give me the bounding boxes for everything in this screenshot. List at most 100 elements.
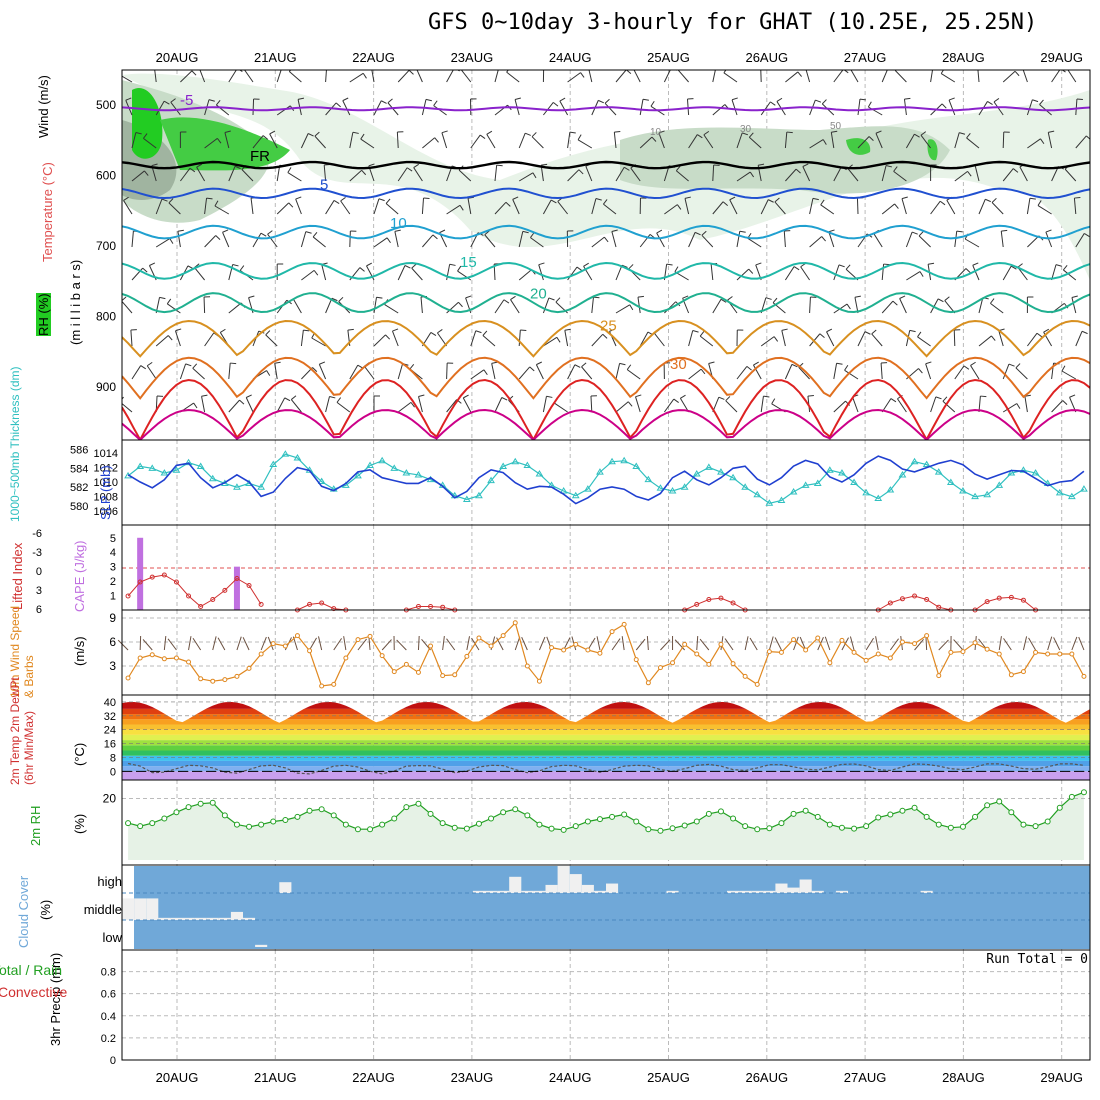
wind-barb <box>180 167 191 182</box>
wind-barb <box>833 264 840 281</box>
wind-barb <box>736 268 750 281</box>
wind-barb-flag <box>439 229 446 234</box>
wind-barb-flag <box>1001 229 1008 232</box>
wind-barb <box>510 299 520 314</box>
wind10-barb <box>212 636 217 651</box>
wind-barb-flag <box>602 333 608 339</box>
wind-barb-flag <box>805 65 811 67</box>
wind-barb-flag <box>491 361 498 364</box>
precip-tick: 0.6 <box>101 989 116 1001</box>
wind-barb <box>998 330 1004 347</box>
wind-barb-flag <box>151 163 158 167</box>
wind-barb-flag <box>967 171 972 177</box>
wind-barb-flag <box>541 163 548 166</box>
cloud-bar <box>255 944 268 947</box>
wind-barb <box>917 336 931 347</box>
isotherm-line <box>122 261 1090 280</box>
wind-barb <box>654 333 665 347</box>
precip-tick: 0.8 <box>101 967 116 979</box>
wind-barb <box>833 400 846 413</box>
wind-barb <box>391 330 399 347</box>
wind10-barb <box>167 638 177 651</box>
wind10-point <box>778 649 784 655</box>
wind-barb <box>486 134 496 149</box>
rh2m-point <box>996 798 1003 805</box>
date-tick-top: 20AUG <box>156 50 199 65</box>
cloud-bar <box>727 890 740 893</box>
temp-tick: 24 <box>104 725 116 737</box>
wind10-barb <box>749 637 758 651</box>
wind-barb <box>460 70 472 83</box>
wind-barb <box>736 366 748 380</box>
thickness-point <box>801 481 810 488</box>
wind10-point <box>633 657 639 663</box>
wind-barb <box>784 132 788 149</box>
wind-barb-flag <box>232 263 239 267</box>
rh2m-point <box>584 818 591 825</box>
lifted-point <box>984 599 990 605</box>
wind10-barb <box>925 635 928 651</box>
wind-barb <box>881 203 895 215</box>
cape-bar <box>233 566 240 610</box>
wind-barb-flag <box>319 361 326 365</box>
wind-barb <box>228 70 237 83</box>
wind-barb-flag <box>361 169 367 176</box>
wind-barb <box>179 363 187 380</box>
rh2m-point <box>935 821 942 828</box>
wind-barb <box>577 139 593 149</box>
wind10-barb <box>318 636 323 651</box>
wind-barb <box>441 132 448 149</box>
wind-barb <box>852 396 859 413</box>
wind-barb <box>373 100 382 116</box>
wind-barb <box>458 169 472 182</box>
wind-barb-flag <box>458 301 463 308</box>
lifted-point <box>161 572 167 578</box>
rh2m-point <box>621 811 628 818</box>
wind-barb <box>893 170 907 182</box>
thickness-tick: 582 <box>70 482 88 494</box>
rh-shade-region <box>160 117 290 171</box>
temp-bands <box>122 701 1090 780</box>
wind-barb <box>1073 198 1077 215</box>
thickness-slp-panel <box>124 450 1088 506</box>
wind-barb <box>688 134 698 149</box>
wind10-point <box>488 643 494 649</box>
slp-tick: 1010 <box>94 477 118 489</box>
wind10-point <box>899 639 905 645</box>
wind-barb-flag <box>503 299 510 304</box>
date-tick-top: 21AUG <box>254 50 297 65</box>
wind10-point <box>924 633 930 639</box>
wind10-point <box>657 665 663 671</box>
wind-barb-flag <box>501 397 508 401</box>
wind-barb <box>300 231 307 248</box>
isotherm-line <box>122 187 1090 200</box>
wind-barb-flag <box>352 131 359 134</box>
wind-barb <box>196 166 206 182</box>
thickness-point <box>777 496 786 503</box>
wind-barb-flag <box>378 198 385 202</box>
wind-barb-flag <box>312 231 318 238</box>
wind-barb-flag <box>925 361 932 365</box>
wind10-point <box>428 643 434 649</box>
thickness-tick: 586 <box>70 444 88 456</box>
temp2m-label: 2m Temp 2m DewPt (6hr Min/Max) <box>8 677 36 785</box>
wind-barb-flag <box>580 72 585 78</box>
wind-barb <box>978 335 992 347</box>
wind-barb <box>712 201 724 215</box>
wind10-point <box>936 673 942 679</box>
wind-barb <box>1051 400 1064 413</box>
rh2m-point <box>270 818 277 825</box>
wind-barb <box>385 203 399 215</box>
wind-barb <box>122 402 133 413</box>
wind-barb <box>373 198 380 215</box>
wind10-barb <box>1028 637 1036 651</box>
wind-barb <box>639 234 651 248</box>
wind-barb-flag <box>795 168 801 174</box>
wind-barb <box>588 70 593 83</box>
cloud-bar <box>606 883 619 893</box>
rh2m-point <box>197 800 204 807</box>
thickness-point <box>898 470 907 478</box>
wind-barb <box>349 230 351 248</box>
wind10-barb <box>611 638 621 651</box>
wind10-point <box>561 647 567 653</box>
